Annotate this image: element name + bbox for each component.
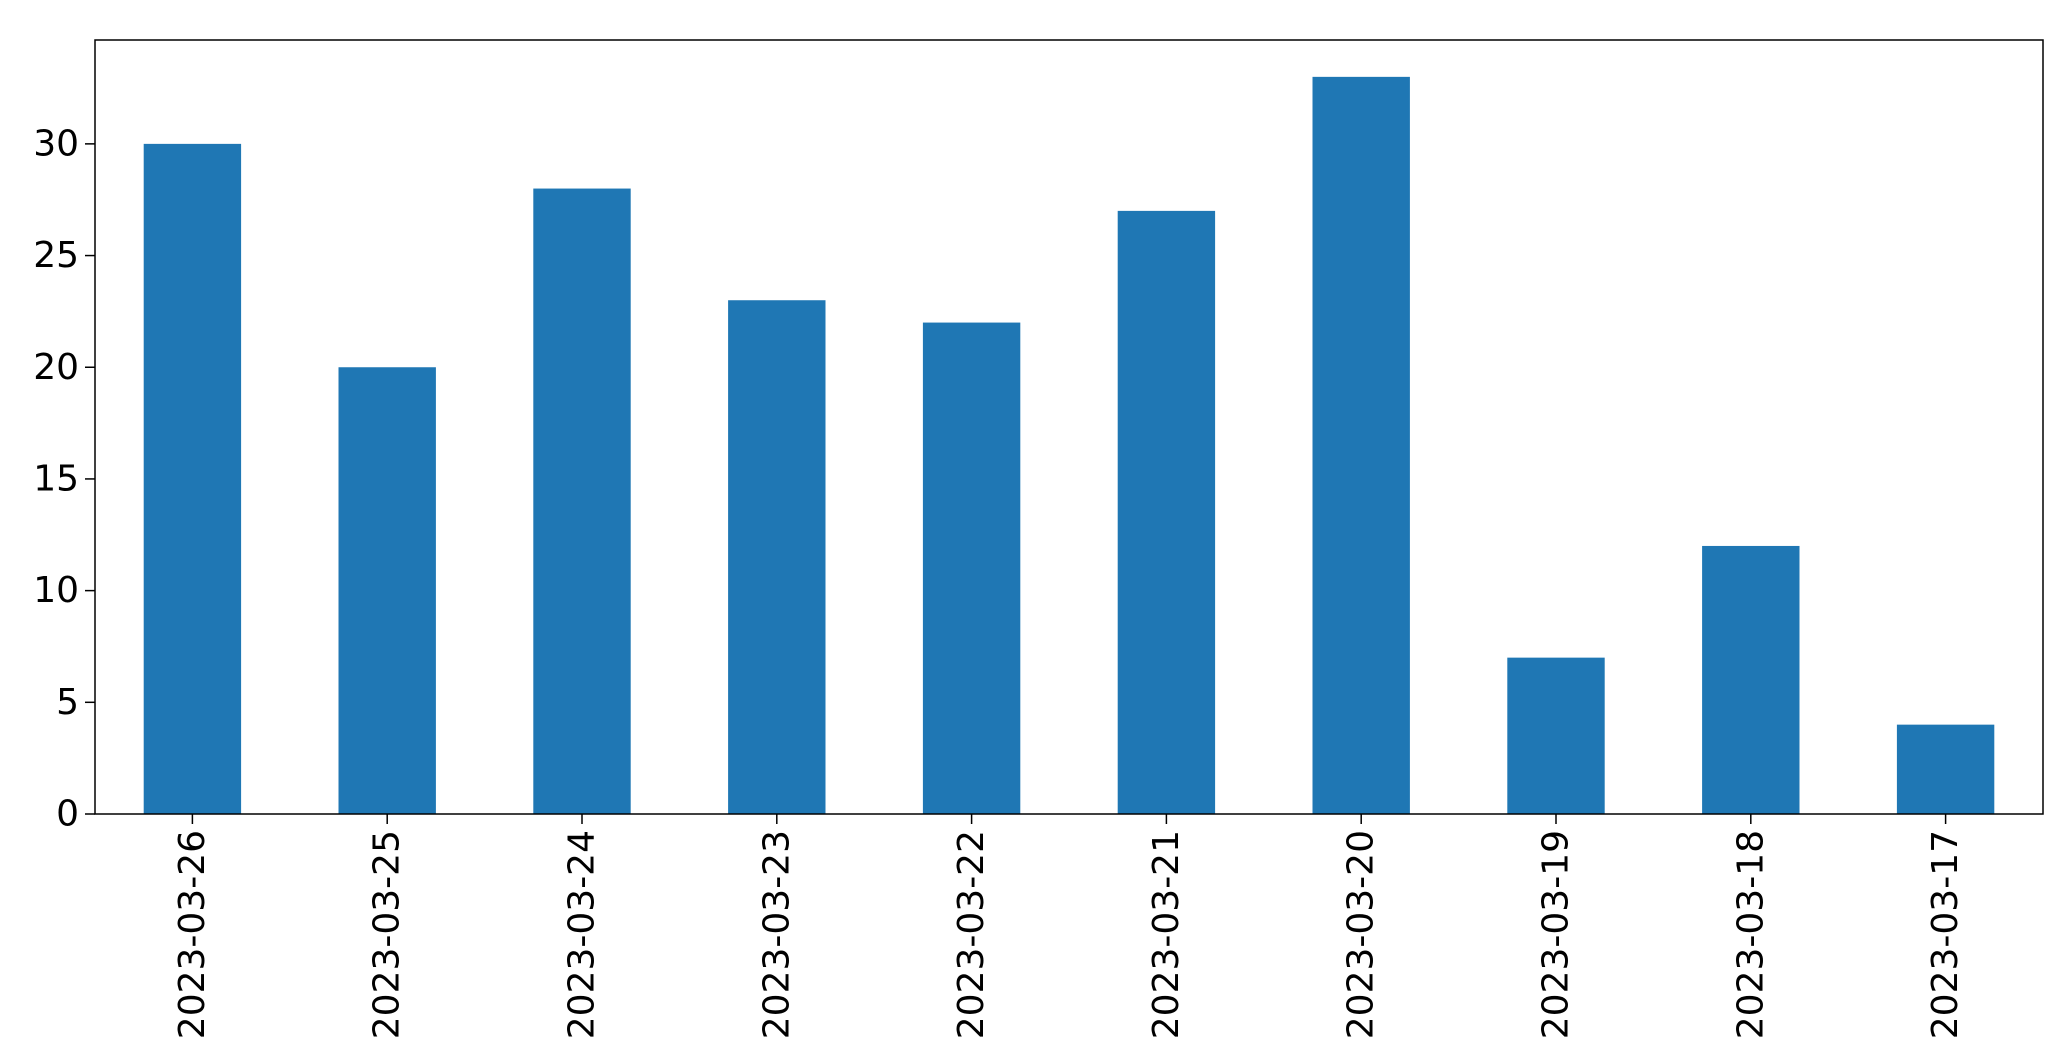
y-tick-label: 20 <box>33 347 79 388</box>
plot-frame <box>94 39 2044 815</box>
y-tick-label: 30 <box>33 123 79 164</box>
bar-2023-03-25 <box>338 367 436 814</box>
y-tick-label: 15 <box>33 458 79 499</box>
x-tick-label: 2023-03-22 <box>951 830 992 1039</box>
bar-2023-03-26 <box>143 143 242 814</box>
y-tick-label: 10 <box>33 570 79 611</box>
bars-layer <box>143 76 1995 815</box>
x-tick-label: 2023-03-17 <box>1925 830 1966 1039</box>
x-tick-label: 2023-03-25 <box>367 830 408 1039</box>
x-axis-ticks: 2023-03-26 2023-03-25 2023-03-24 2023-03-23… <box>172 814 1966 1039</box>
x-tick-label: 2023-03-18 <box>1730 830 1771 1039</box>
y-tick-label: 5 <box>56 682 79 723</box>
bar-2023-03-22 <box>922 322 1021 814</box>
y-axis-ticks: 0 5 10 15 20 25 30 <box>33 123 95 835</box>
bar-2023-03-21 <box>1117 210 1216 814</box>
y-tick-label: 0 <box>56 794 79 835</box>
x-tick-label: 2023-03-23 <box>756 830 797 1039</box>
x-tick-label: 2023-03-21 <box>1146 830 1187 1039</box>
x-tick-label: 2023-03-24 <box>562 830 603 1039</box>
x-tick-label: 2023-03-26 <box>172 830 213 1039</box>
y-tick-label: 25 <box>33 235 79 276</box>
bar-2023-03-17 <box>1896 724 1995 814</box>
bar-2023-03-24 <box>533 188 631 815</box>
x-tick-label: 2023-03-20 <box>1341 830 1382 1039</box>
bar-2023-03-20 <box>1312 76 1410 815</box>
bar-2023-03-18 <box>1702 545 1800 814</box>
bar-2023-03-19 <box>1507 657 1605 814</box>
bar-2023-03-23 <box>728 300 826 815</box>
axes-layer <box>94 39 2044 815</box>
x-tick-label: 2023-03-19 <box>1536 830 1577 1039</box>
